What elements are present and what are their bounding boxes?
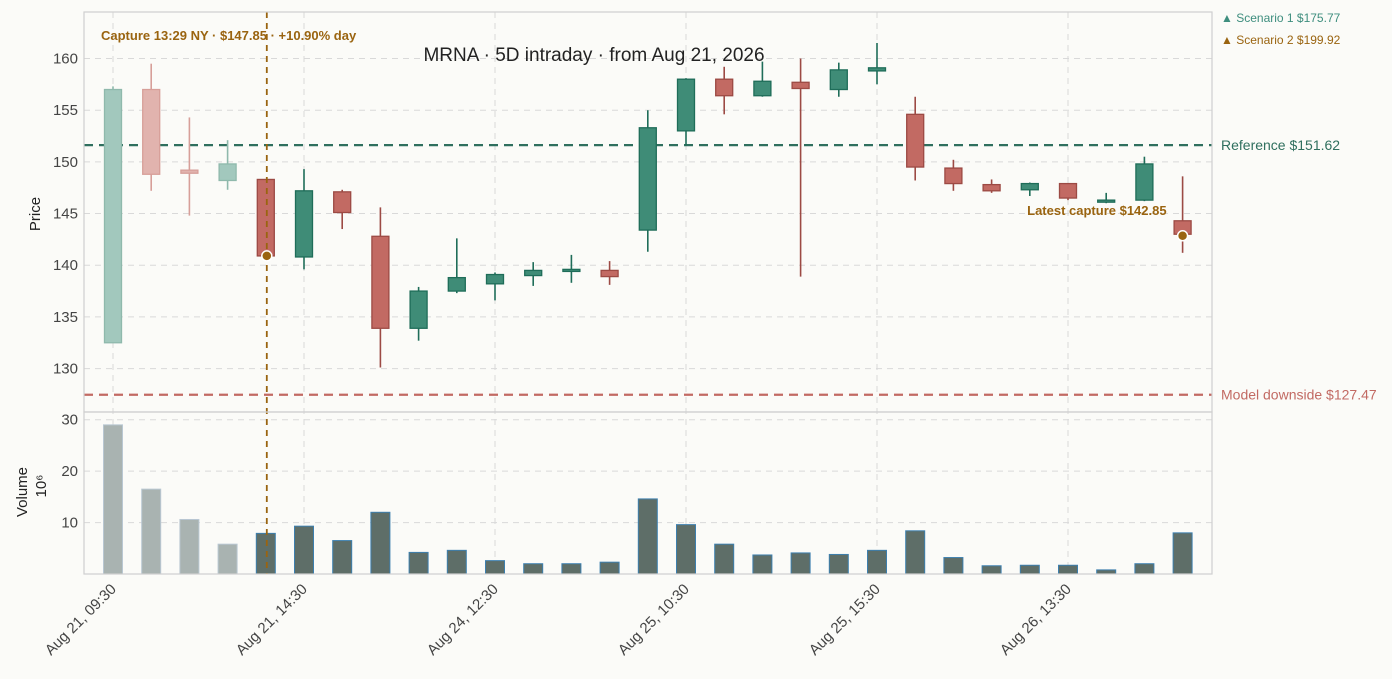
candle-body-down bbox=[906, 113, 925, 168]
x-tick-label: Aug 21, 09:30 bbox=[42, 581, 120, 659]
x-tick-label: Aug 24, 12:30 bbox=[424, 581, 502, 659]
scenario-label: ▲ Scenario 2 $199.92 bbox=[1221, 33, 1341, 47]
candle-body-up bbox=[103, 88, 123, 344]
volume-bar bbox=[255, 532, 276, 575]
candle-body-down bbox=[1058, 182, 1078, 199]
candle-body-down bbox=[600, 269, 619, 278]
volume-bar bbox=[867, 549, 887, 575]
volume-panel-frame bbox=[83, 411, 1213, 575]
candle-body-up bbox=[867, 67, 887, 72]
latest-capture-point bbox=[1176, 230, 1189, 242]
candle-body-down bbox=[791, 81, 810, 90]
volume-bar bbox=[1058, 564, 1078, 575]
candle-body-down bbox=[333, 191, 352, 214]
candle-body-up bbox=[562, 268, 581, 273]
price-axis-title: Price bbox=[27, 197, 44, 231]
price-tick-label: 155 bbox=[53, 102, 78, 119]
candle-body-down bbox=[256, 178, 275, 257]
reference-lines-layer bbox=[84, 144, 1212, 396]
volume-tick-label: 20 bbox=[61, 463, 78, 480]
candle-body-up bbox=[294, 190, 314, 258]
volume-bar bbox=[217, 543, 238, 575]
reference-line-label: Reference $151.62 bbox=[1221, 137, 1340, 153]
candle-body-up bbox=[1135, 163, 1154, 201]
candle-body-up bbox=[1020, 182, 1039, 191]
candle-body-up bbox=[524, 269, 543, 277]
volume-bar bbox=[370, 511, 391, 575]
candles-layer bbox=[103, 43, 1192, 368]
volume-bar bbox=[446, 549, 467, 575]
volume-axis-title: Volume bbox=[14, 467, 31, 517]
volume-bar bbox=[943, 557, 964, 575]
x-tick-label: Aug 25, 10:30 bbox=[615, 581, 693, 659]
volume-bar bbox=[485, 560, 505, 575]
volume-bar bbox=[332, 540, 353, 575]
volume-bar bbox=[294, 525, 314, 575]
volume-axis-multiplier: 10⁶ bbox=[33, 475, 50, 498]
price-tick-label: 135 bbox=[53, 309, 78, 326]
capture-point bbox=[261, 250, 273, 262]
candle-body-down bbox=[982, 183, 1001, 192]
candle-body-up bbox=[638, 127, 657, 231]
price-tick-label: 130 bbox=[53, 361, 78, 378]
candle-body-up bbox=[676, 78, 696, 132]
candle-body-up bbox=[447, 276, 466, 292]
candle-body-up bbox=[218, 163, 237, 182]
candle-body-up bbox=[409, 290, 428, 329]
volume-bar bbox=[561, 563, 582, 575]
candle-body-down bbox=[944, 167, 963, 185]
candle-body-up bbox=[829, 69, 848, 91]
volume-bar bbox=[637, 498, 658, 575]
volume-bar bbox=[408, 551, 429, 575]
volume-bar bbox=[103, 424, 123, 575]
price-tick-label: 145 bbox=[53, 206, 78, 223]
volume-bar bbox=[790, 552, 811, 575]
volume-bar bbox=[828, 553, 849, 575]
volume-bar bbox=[905, 530, 926, 575]
volume-bar bbox=[714, 543, 735, 575]
volume-bar bbox=[1172, 532, 1193, 575]
volume-tick-label: 30 bbox=[61, 412, 78, 429]
price-tick-label: 160 bbox=[53, 51, 78, 68]
volume-bar bbox=[1096, 569, 1117, 575]
candle-body-up bbox=[753, 80, 772, 97]
volume-bar bbox=[676, 524, 696, 575]
candle-body-down bbox=[715, 78, 734, 97]
volume-bar bbox=[981, 565, 1002, 575]
x-tick-label: Aug 25, 15:30 bbox=[806, 581, 884, 659]
price-tick-label: 150 bbox=[53, 154, 78, 171]
volume-bar bbox=[523, 563, 544, 575]
volume-bars-layer bbox=[103, 424, 1193, 575]
volume-bar bbox=[1134, 563, 1155, 575]
candle-body-up bbox=[485, 273, 505, 285]
volume-tick-label: 10 bbox=[61, 515, 78, 532]
grid-layer bbox=[84, 12, 1212, 574]
frame-layer bbox=[83, 11, 1213, 575]
x-tick-label: Aug 21, 14:30 bbox=[233, 581, 311, 659]
candle-body-up bbox=[1097, 199, 1116, 203]
candle-body-down bbox=[371, 235, 390, 329]
chart-title: MRNA · 5D intraday · from Aug 21, 2026 bbox=[423, 45, 764, 66]
x-tick-label: Aug 26, 13:30 bbox=[997, 581, 1075, 659]
volume-bar bbox=[1019, 564, 1040, 575]
volume-bar bbox=[141, 488, 162, 575]
annotation-layer: Capture 13:29 NY · $147.85 · +10.90% day… bbox=[101, 12, 1189, 574]
candle-body-down bbox=[142, 88, 161, 175]
volume-bar bbox=[179, 518, 200, 575]
reference-line-label: Model downside $127.47 bbox=[1221, 387, 1377, 403]
volume-bar bbox=[599, 561, 620, 575]
latest-capture-annotation: Latest capture $142.85 bbox=[1027, 203, 1166, 218]
candle-body-down bbox=[180, 169, 199, 174]
volume-bar bbox=[752, 554, 773, 575]
scenario-label: ▲ Scenario 1 $175.77 bbox=[1221, 11, 1341, 25]
capture-annotation: Capture 13:29 NY · $147.85 · +10.90% day bbox=[101, 28, 357, 43]
price-tick-label: 140 bbox=[53, 257, 78, 274]
